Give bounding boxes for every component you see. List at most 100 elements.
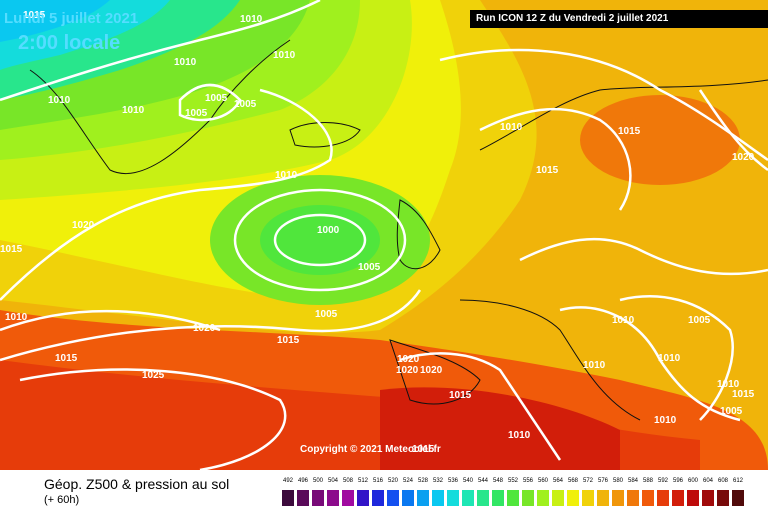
scale-swatch bbox=[687, 490, 699, 506]
isobar-label: 1010 bbox=[5, 312, 28, 323]
europe-coast bbox=[459, 299, 641, 421]
isobar-label: 1015 bbox=[412, 444, 435, 455]
scale-swatch bbox=[447, 490, 459, 506]
isobar-label: 1005 bbox=[358, 262, 381, 273]
isobar-line bbox=[519, 237, 768, 276]
scale-swatch bbox=[432, 490, 444, 506]
scale-swatch bbox=[462, 490, 474, 506]
scale-tick-label: 592 bbox=[657, 478, 668, 484]
isobar-label: 1010 bbox=[658, 353, 681, 364]
isobar-label: 1005 bbox=[688, 315, 711, 326]
isobar-line bbox=[0, 289, 422, 362]
isobar-label: 1005 bbox=[185, 108, 208, 119]
isobar-label: 1010 bbox=[654, 415, 677, 426]
scale-swatch bbox=[702, 490, 714, 506]
isobar-label: 1015 bbox=[618, 126, 641, 137]
scale-swatch bbox=[357, 490, 369, 506]
scale-tick-label: 564 bbox=[552, 478, 563, 484]
scale-swatch bbox=[672, 490, 684, 506]
scale-tick-label: 600 bbox=[687, 478, 698, 484]
scale-tick-label: 568 bbox=[567, 478, 578, 484]
scale-swatch bbox=[492, 490, 504, 506]
scale-swatch bbox=[282, 490, 294, 506]
scandinavia-warm-area bbox=[580, 95, 740, 185]
scale-tick-label: 500 bbox=[312, 478, 323, 484]
scale-tick-label: 580 bbox=[612, 478, 623, 484]
isobar-label: 1010 bbox=[122, 105, 145, 116]
isobar-line bbox=[559, 306, 741, 422]
isobar-label: 1010 bbox=[174, 57, 197, 68]
scale-tick-label: 588 bbox=[642, 478, 653, 484]
scale-swatch bbox=[597, 490, 609, 506]
isobar-line bbox=[273, 213, 367, 267]
z500-band-596 bbox=[380, 387, 620, 470]
isobar-label: 1010 bbox=[275, 170, 298, 181]
isobar-label: 1015 bbox=[0, 244, 23, 255]
iceland-coast bbox=[289, 122, 361, 148]
isobar-label: 1010 bbox=[583, 360, 606, 371]
isobar-label: 1015 bbox=[732, 389, 755, 400]
isobar-label: 1020 bbox=[193, 323, 216, 334]
scale-swatch bbox=[642, 490, 654, 506]
isobar-label: 1015 bbox=[55, 353, 78, 364]
isobar-line bbox=[0, 0, 321, 102]
scale-tick-label: 612 bbox=[732, 478, 743, 484]
scale-tick-label: 596 bbox=[672, 478, 683, 484]
isobar-label: 1020 bbox=[396, 365, 419, 376]
weather-map: 1010 1010 1010 1010 1010 1005 1005 1005 … bbox=[0, 0, 768, 470]
isobar-label: 1005 bbox=[205, 93, 228, 104]
isobar-label: 1020 bbox=[72, 220, 95, 231]
scale-swatch bbox=[372, 490, 384, 506]
iberia-coast bbox=[389, 339, 481, 405]
scale-tick-label: 492 bbox=[282, 478, 293, 484]
scale-swatch bbox=[732, 490, 744, 506]
isobar-label: 1020 bbox=[732, 152, 755, 163]
run-banner: Run ICON 12 Z du Vendredi 2 juillet 2021 bbox=[470, 10, 768, 28]
scale-tick-label: 540 bbox=[462, 478, 473, 484]
isobar-label: 1010 bbox=[717, 379, 740, 390]
scale-tick-label: 532 bbox=[432, 478, 443, 484]
scale-swatch bbox=[297, 490, 309, 506]
isobar-line bbox=[698, 89, 768, 172]
scale-tick-label: 508 bbox=[342, 478, 353, 484]
scale-tick-label: 572 bbox=[582, 478, 593, 484]
isobars bbox=[0, 0, 768, 470]
forecast-date: Lundi 5 juillet 2021 bbox=[4, 10, 139, 27]
isobar-label: 1025 bbox=[142, 370, 165, 381]
scale-tick-label: 544 bbox=[477, 478, 488, 484]
scale-swatch bbox=[522, 490, 534, 506]
isobar-label: 1010 bbox=[48, 95, 71, 106]
isobar-label: 1010 bbox=[508, 430, 531, 441]
scale-tick-label: 584 bbox=[627, 478, 638, 484]
scale-swatch bbox=[612, 490, 624, 506]
isobar-label: 1010 bbox=[612, 315, 635, 326]
scale-swatch bbox=[402, 490, 414, 506]
isobar-label: 1005 bbox=[234, 99, 257, 110]
scale-swatch bbox=[717, 490, 729, 506]
scale-tick-label: 576 bbox=[597, 478, 608, 484]
scale-tick-label: 560 bbox=[537, 478, 548, 484]
scale-swatch bbox=[387, 490, 399, 506]
forecast-lead: (+ 60h) bbox=[44, 494, 80, 506]
scale-tick-label: 520 bbox=[387, 478, 398, 484]
scale-tick-label: 608 bbox=[717, 478, 728, 484]
isobar-label: 1005 bbox=[315, 309, 338, 320]
greenland-coast bbox=[29, 39, 291, 175]
scale-swatch bbox=[342, 490, 354, 506]
scale-swatch bbox=[507, 490, 519, 506]
isobar-line bbox=[619, 295, 734, 421]
scale-swatch bbox=[537, 490, 549, 506]
isobar-labels: 1010 1010 1010 1010 1010 1005 1005 1005 … bbox=[0, 10, 755, 455]
coastlines bbox=[29, 39, 768, 421]
scale-swatch bbox=[552, 490, 564, 506]
scale-tick-label: 524 bbox=[402, 478, 413, 484]
scale-swatch bbox=[627, 490, 639, 506]
isobar-line bbox=[399, 352, 562, 461]
scale-swatch bbox=[477, 490, 489, 506]
isobar-label: 1005 bbox=[720, 406, 743, 417]
scale-tick-label: 504 bbox=[327, 478, 338, 484]
scale-tick-label: 528 bbox=[417, 478, 428, 484]
scandinavia-coast bbox=[479, 79, 768, 151]
legend-title: Géop. Z500 & pression au sol bbox=[44, 476, 230, 492]
isobar-label: 1000 bbox=[317, 225, 340, 236]
